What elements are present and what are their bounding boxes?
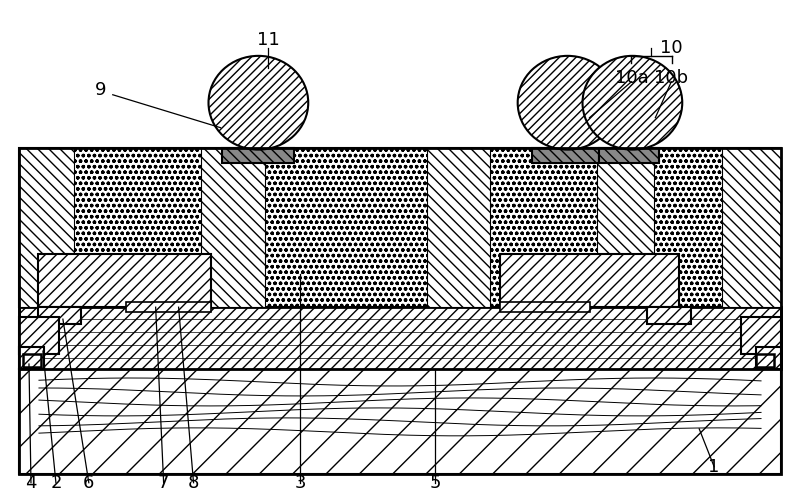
Bar xyxy=(756,347,781,369)
Ellipse shape xyxy=(518,56,618,150)
Text: 2: 2 xyxy=(50,474,62,492)
Bar xyxy=(126,302,210,312)
Bar xyxy=(201,148,266,307)
Bar xyxy=(222,148,294,163)
Text: 10b: 10b xyxy=(654,69,688,87)
Bar xyxy=(599,148,659,163)
Text: 3: 3 xyxy=(294,474,306,492)
Bar xyxy=(19,369,781,474)
Bar xyxy=(19,307,781,369)
Bar xyxy=(532,148,599,163)
Bar xyxy=(741,317,781,354)
Bar xyxy=(19,148,74,307)
Bar xyxy=(19,317,59,354)
Text: 1: 1 xyxy=(709,458,720,476)
Text: 9: 9 xyxy=(95,81,106,99)
Text: 6: 6 xyxy=(83,474,94,492)
Ellipse shape xyxy=(582,56,682,150)
Text: 4: 4 xyxy=(26,474,37,492)
Bar xyxy=(23,354,41,367)
Bar xyxy=(19,148,781,474)
Text: 7: 7 xyxy=(158,474,170,492)
Bar xyxy=(38,307,81,324)
Bar xyxy=(19,347,44,369)
Bar xyxy=(427,148,490,307)
Bar xyxy=(500,254,679,307)
Bar xyxy=(756,354,774,367)
Bar xyxy=(722,148,781,307)
Text: 10a: 10a xyxy=(614,69,648,87)
Text: 8: 8 xyxy=(188,474,199,492)
Text: 10: 10 xyxy=(660,39,682,57)
Bar xyxy=(38,254,210,307)
Bar xyxy=(598,148,654,307)
Ellipse shape xyxy=(209,56,308,150)
Bar xyxy=(19,148,781,307)
Text: 5: 5 xyxy=(429,474,441,492)
Bar xyxy=(647,307,691,324)
Bar xyxy=(500,302,590,312)
Text: 11: 11 xyxy=(257,31,280,49)
